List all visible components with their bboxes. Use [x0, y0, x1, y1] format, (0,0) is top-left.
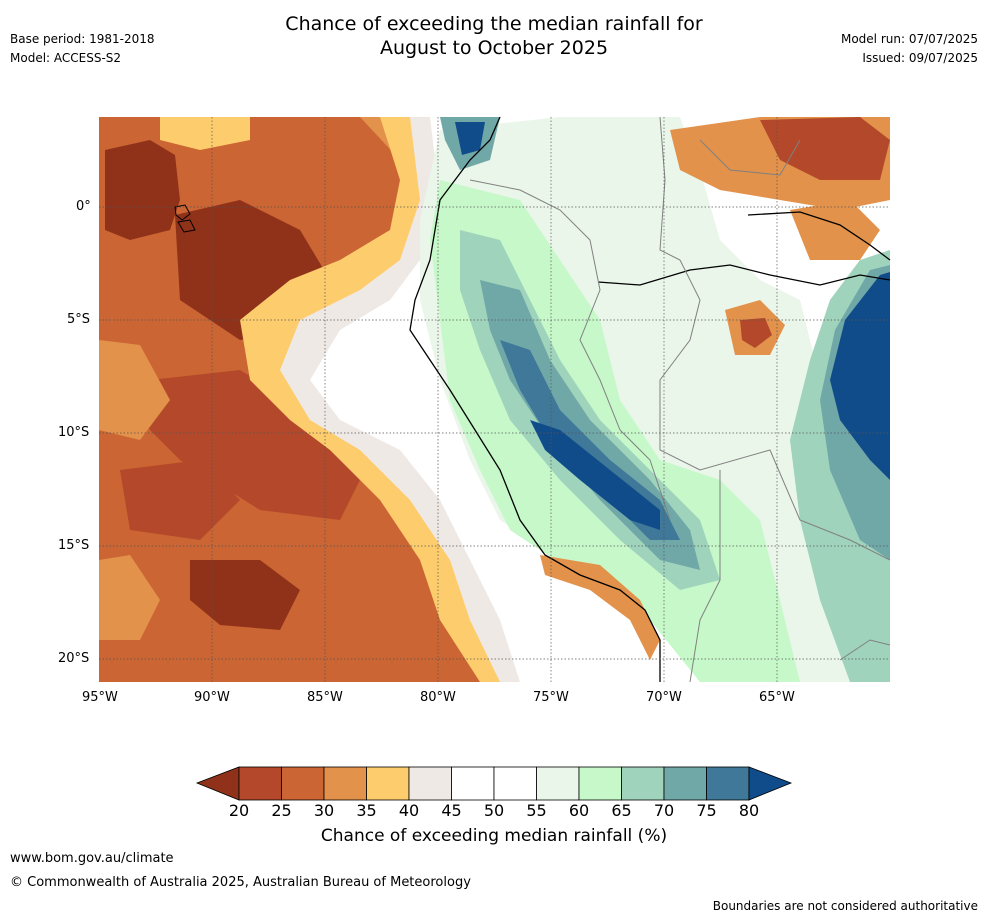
colorbar-box	[323, 766, 367, 801]
colorbar-box	[238, 766, 282, 801]
disclaimer-text: Boundaries are not considered authoritat…	[712, 899, 978, 913]
colorbar-box	[493, 766, 537, 801]
colorbar-box	[408, 766, 452, 801]
colorbar-tick-label: 35	[356, 801, 377, 820]
rainfall-field	[99, 117, 890, 682]
title-line-1: Chance of exceeding the median rainfall …	[285, 13, 703, 35]
gridlines	[99, 117, 890, 682]
country-border	[689, 470, 891, 683]
colorbar-box	[578, 766, 622, 801]
colorbar-tick-label: 50	[483, 801, 505, 820]
lat-tick: 5°S	[67, 312, 91, 327]
dry-band	[120, 460, 240, 540]
copyright-text: © Commonwealth of Australia 2025, Austra…	[10, 875, 471, 890]
dry-band	[790, 200, 880, 260]
galapagos-islands	[174, 204, 196, 233]
model-text: Model: ACCESS-S2	[10, 51, 122, 65]
coastline	[747, 211, 891, 261]
colorbar-box	[706, 766, 750, 801]
lon-tick: 75°W	[533, 690, 569, 705]
country-border	[469, 179, 671, 521]
colorbar-box	[281, 766, 325, 801]
lon-tick: 70°W	[646, 690, 682, 705]
country-border	[699, 139, 801, 176]
colorbar-title: Chance of exceeding median rainfall (%)	[320, 826, 668, 846]
dry-band	[160, 117, 250, 150]
wet-core	[830, 272, 890, 480]
dry-band	[540, 555, 660, 660]
lon-tick: 90°W	[194, 690, 230, 705]
lon-tick: 85°W	[307, 690, 343, 705]
dry-band	[99, 340, 170, 440]
colorbar-over-arrow	[748, 766, 793, 801]
wet-core	[530, 420, 660, 530]
colorbar-tick-label: 65	[611, 801, 632, 820]
lat-tick: 10°S	[58, 425, 90, 440]
colorbar-box	[663, 766, 707, 801]
lat-tick: 20°S	[58, 651, 90, 666]
lat-tick: 15°S	[58, 538, 90, 553]
amazon-river	[597, 264, 891, 286]
wet-core	[455, 122, 485, 155]
model-run-text: Model run: 07/07/2025	[840, 32, 978, 46]
dry-core	[190, 560, 300, 630]
colorbar-tick-label: 45	[441, 801, 462, 820]
dry-band	[99, 555, 160, 640]
country-border	[659, 116, 891, 561]
colorbar-tick-label: 55	[526, 801, 547, 820]
colorbar-under-arrow	[195, 766, 240, 801]
map-title: Chance of exceeding the median rainfall …	[0, 12, 988, 60]
lat-tick: 0°	[76, 199, 91, 214]
colorbar-tick-label: 75	[696, 801, 717, 820]
coastline	[409, 116, 661, 682]
dry-core	[760, 117, 890, 180]
dry-core	[740, 318, 772, 348]
colorbar-tick-label: 40	[398, 801, 420, 820]
lon-tick: 80°W	[420, 690, 456, 705]
colorbar-box	[621, 766, 665, 801]
title-line-2: August to October 2025	[379, 37, 609, 59]
colorbar-tick-label: 20	[228, 801, 250, 820]
lon-tick: 95°W	[82, 690, 118, 705]
colorbar-tick-label: 25	[271, 801, 292, 820]
issued-text: Issued: 09/07/2025	[862, 51, 978, 65]
colorbar-box	[536, 766, 580, 801]
base-period-text: Base period: 1981-2018	[10, 32, 155, 46]
website-link[interactable]: www.bom.gov.au/climate	[10, 851, 174, 866]
colorbar-boxes	[238, 766, 750, 801]
colorbar-tick-label: 60	[568, 801, 590, 820]
lon-tick: 65°W	[759, 690, 795, 705]
colorbar	[195, 766, 793, 801]
dry-band	[140, 370, 360, 520]
colorbar-tick-label: 80	[738, 801, 760, 820]
colorbar-box	[366, 766, 410, 801]
dry-core	[105, 140, 180, 240]
colorbar-tick-label: 30	[313, 801, 335, 820]
colorbar-tick-label: 70	[653, 801, 675, 820]
colorbar-box	[451, 766, 495, 801]
